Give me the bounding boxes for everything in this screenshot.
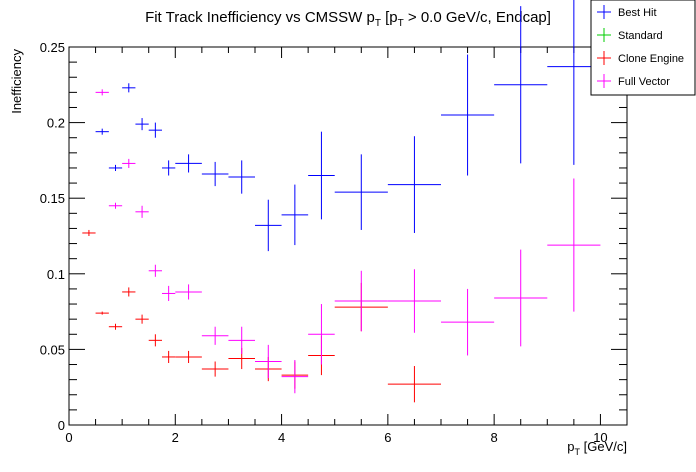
chart-title-sub1: T	[375, 18, 381, 29]
series-clone-engine	[82, 229, 441, 403]
data-point	[135, 118, 149, 131]
x-tick-label: 0	[65, 430, 72, 445]
x-axis-label-sub: T	[575, 447, 581, 457]
x-tick-label: 6	[384, 430, 391, 445]
data-point	[334, 270, 388, 332]
x-tick-label: 4	[278, 430, 285, 445]
y-tick-label: 0.15	[40, 191, 65, 206]
legend-box	[590, 0, 696, 96]
data-point	[201, 326, 229, 345]
data-point	[108, 164, 123, 171]
data-point	[387, 136, 441, 233]
data-point	[148, 334, 162, 347]
chart-title-lead: Fit Track Inefficiency vs CMSSW p	[145, 9, 375, 26]
data-point	[175, 154, 202, 173]
data-point	[494, 6, 548, 164]
data-point	[108, 202, 123, 209]
data-point	[175, 284, 202, 300]
data-point	[494, 249, 548, 347]
data-point	[162, 285, 176, 302]
x-axis-label-tail: [GeV/c]	[580, 439, 627, 454]
data-point	[281, 184, 309, 246]
data-point	[95, 128, 109, 135]
legend-label: Clone Engine	[618, 53, 684, 65]
y-tick-label: 0.25	[40, 40, 65, 55]
x-tick-label: 2	[172, 430, 179, 445]
legend-label: Full Vector	[618, 76, 670, 88]
y-axis-label: Inefficiency	[9, 49, 24, 114]
x-axis-label: pT [GeV/c]	[567, 439, 627, 457]
data-point	[162, 160, 176, 176]
data-point	[148, 264, 162, 277]
data-point	[201, 361, 229, 377]
data-point	[95, 89, 109, 96]
data-point	[308, 304, 335, 365]
y-tick-label: 0.05	[40, 342, 65, 357]
data-point	[441, 288, 495, 356]
data-point	[122, 158, 136, 168]
data-point	[228, 160, 255, 194]
data-point	[108, 323, 123, 330]
x-tick-label: 10	[593, 430, 607, 445]
y-tick-label: 0.1	[47, 267, 65, 282]
legend-label: Best Hit	[618, 7, 657, 19]
data-point	[95, 311, 109, 315]
data-point	[308, 131, 335, 220]
chart-title: Fit Track Inefficiency vs CMSSW pT [pT >…	[145, 9, 551, 29]
legend-item-clone-engine: Clone Engine	[597, 51, 684, 65]
series-full-vector	[95, 89, 601, 394]
y-tick-label: 0.2	[47, 116, 65, 131]
data-point	[441, 54, 495, 176]
data-point	[334, 154, 388, 230]
series-layer	[82, 0, 601, 403]
data-point	[175, 350, 202, 364]
data-point	[201, 161, 229, 187]
legend-label: Standard	[618, 30, 663, 42]
data-point	[387, 269, 441, 333]
data-point	[387, 366, 441, 403]
data-point	[148, 122, 162, 138]
series-best-hit	[95, 0, 601, 252]
data-point	[135, 205, 149, 218]
data-point	[281, 359, 309, 394]
legend-item-standard: Standard	[597, 28, 663, 42]
x-tick-label: 8	[491, 430, 498, 445]
data-point	[255, 344, 282, 379]
axes-layer: 0 2 4 6 8 10 0 0.05 0.1 0.15 0.2 0.25	[40, 40, 628, 445]
legend: Best Hit Standard Clone Engine Full Vector	[590, 0, 696, 96]
legend-items: Best Hit Standard Clone Engine Full Vector	[597, 5, 684, 88]
chart-title-mid: [p	[381, 9, 398, 26]
data-point	[122, 287, 136, 297]
data-point	[162, 350, 176, 364]
data-point	[82, 229, 96, 236]
legend-item-best-hit: Best Hit	[597, 5, 657, 19]
data-point	[122, 83, 136, 93]
y-tick-label: 0	[58, 418, 65, 433]
data-point	[547, 178, 601, 312]
plot-frame	[68, 46, 628, 426]
chart-title-tail: > 0.0 GeV/c, Endcap]	[404, 9, 551, 26]
chart-title-sub2: T	[398, 18, 404, 29]
data-point	[255, 199, 282, 252]
legend-item-full-vector: Full Vector	[597, 74, 670, 88]
data-point	[135, 314, 149, 324]
x-axis-label-base: p	[567, 439, 574, 454]
data-point	[228, 326, 255, 354]
